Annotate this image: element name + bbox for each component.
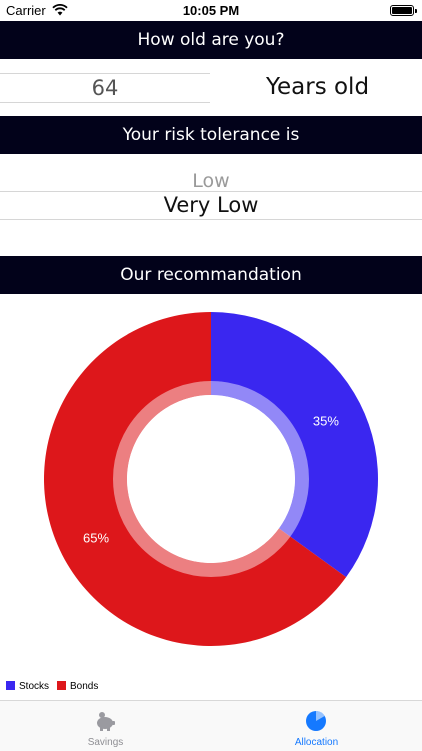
- risk-picker-divider-top: [0, 191, 422, 192]
- legend-label-bonds: Bonds: [70, 681, 99, 692]
- age-unit-label: Years old: [266, 74, 370, 100]
- tab-savings-label: Savings: [87, 737, 124, 748]
- carrier-label: Carrier: [6, 3, 46, 18]
- status-time: 10:05 PM: [182, 3, 240, 18]
- allocation-chart: 35% 65%: [0, 304, 422, 674]
- tab-bar: Savings Allocation: [0, 700, 422, 751]
- legend-swatch-bonds: [57, 681, 67, 690]
- risk-section-header: Your risk tolerance is: [0, 116, 422, 154]
- legend-item-bonds: Bonds: [57, 681, 98, 692]
- slice-label-bonds: 65%: [83, 531, 109, 546]
- slice-stocks: [211, 312, 378, 578]
- chart-legend: Stocks Bonds: [6, 681, 106, 695]
- tab-allocation-label: Allocation: [294, 737, 339, 748]
- legend-item-stocks: Stocks: [6, 681, 49, 692]
- tab-savings[interactable]: Savings: [0, 701, 211, 751]
- risk-picker-selected[interactable]: Very Low: [163, 193, 259, 217]
- recommendation-section-header: Our recommandation: [0, 256, 422, 294]
- legend-swatch-stocks: [6, 681, 15, 690]
- battery-icon: [390, 5, 417, 16]
- slice-bonds: [44, 312, 347, 646]
- status-bar: Carrier 10:05 PM: [0, 0, 422, 22]
- allocation-donut-chart: 35% 65%: [44, 312, 378, 646]
- tab-allocation[interactable]: Allocation: [211, 701, 422, 751]
- age-picker-value: 64: [91, 76, 119, 100]
- legend-label-stocks: Stocks: [19, 681, 50, 692]
- risk-picker-option-low[interactable]: Low: [192, 170, 230, 192]
- age-section-header: How old are you?: [0, 21, 422, 59]
- risk-picker-divider-bottom: [0, 219, 422, 220]
- wifi-icon: [52, 4, 68, 16]
- pie-chart-icon: [306, 711, 326, 731]
- slice-label-stocks: 35%: [313, 413, 339, 428]
- age-picker[interactable]: 64: [0, 73, 210, 103]
- donut-hole: [127, 395, 295, 563]
- donut-inner-ring: [113, 381, 309, 577]
- piggy-bank-icon: [97, 712, 115, 731]
